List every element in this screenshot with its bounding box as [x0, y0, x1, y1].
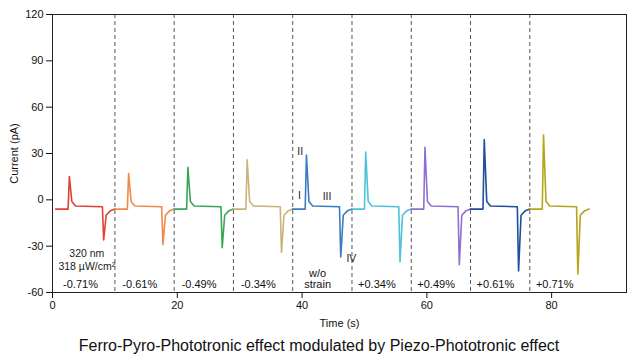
- html-text:Ferro-Pyro-Phototronic effect: Ferro-Pyro-Phototronic effect modulated …: [78, 337, 560, 354]
- svg-text:0: 0: [49, 299, 55, 311]
- svg-text:+0.34%: +0.34%: [358, 278, 396, 290]
- svg-text:IV: IV: [346, 252, 356, 264]
- svg-text:II: II: [297, 145, 303, 157]
- svg-text:-0.71%: -0.71%: [63, 278, 98, 290]
- svg-text:320 nm: 320 nm: [69, 247, 104, 259]
- svg-text:30: 30: [31, 147, 43, 159]
- svg-text:60: 60: [421, 299, 433, 311]
- svg-text:+0.71%: +0.71%: [536, 278, 574, 290]
- svg-text:+0.49%: +0.49%: [417, 278, 455, 290]
- svg-text:318 µW/cm²: 318 µW/cm²: [58, 260, 115, 272]
- svg-text:-0.34%: -0.34%: [241, 278, 276, 290]
- svg-text:20: 20: [171, 299, 183, 311]
- svg-text:-60: -60: [28, 286, 44, 298]
- svg-text:90: 90: [31, 54, 43, 66]
- svg-text:Current (pA): Current (pA): [8, 123, 20, 184]
- svg-text:Time (s): Time (s): [320, 317, 360, 329]
- svg-text:120: 120: [25, 8, 43, 20]
- svg-text:w/ostrain: w/ostrain: [304, 267, 331, 290]
- svg-text:0: 0: [37, 193, 43, 205]
- svg-text:-0.49%: -0.49%: [182, 278, 217, 290]
- svg-text:60: 60: [31, 101, 43, 113]
- svg-text:III: III: [323, 190, 332, 202]
- svg-text:-0.61%: -0.61%: [122, 278, 157, 290]
- svg-text:+0.61%: +0.61%: [477, 278, 515, 290]
- svg-text:40: 40: [296, 299, 308, 311]
- svg-text:-30: -30: [28, 240, 44, 252]
- svg-text:80: 80: [546, 299, 558, 311]
- svg-text:I: I: [298, 189, 301, 201]
